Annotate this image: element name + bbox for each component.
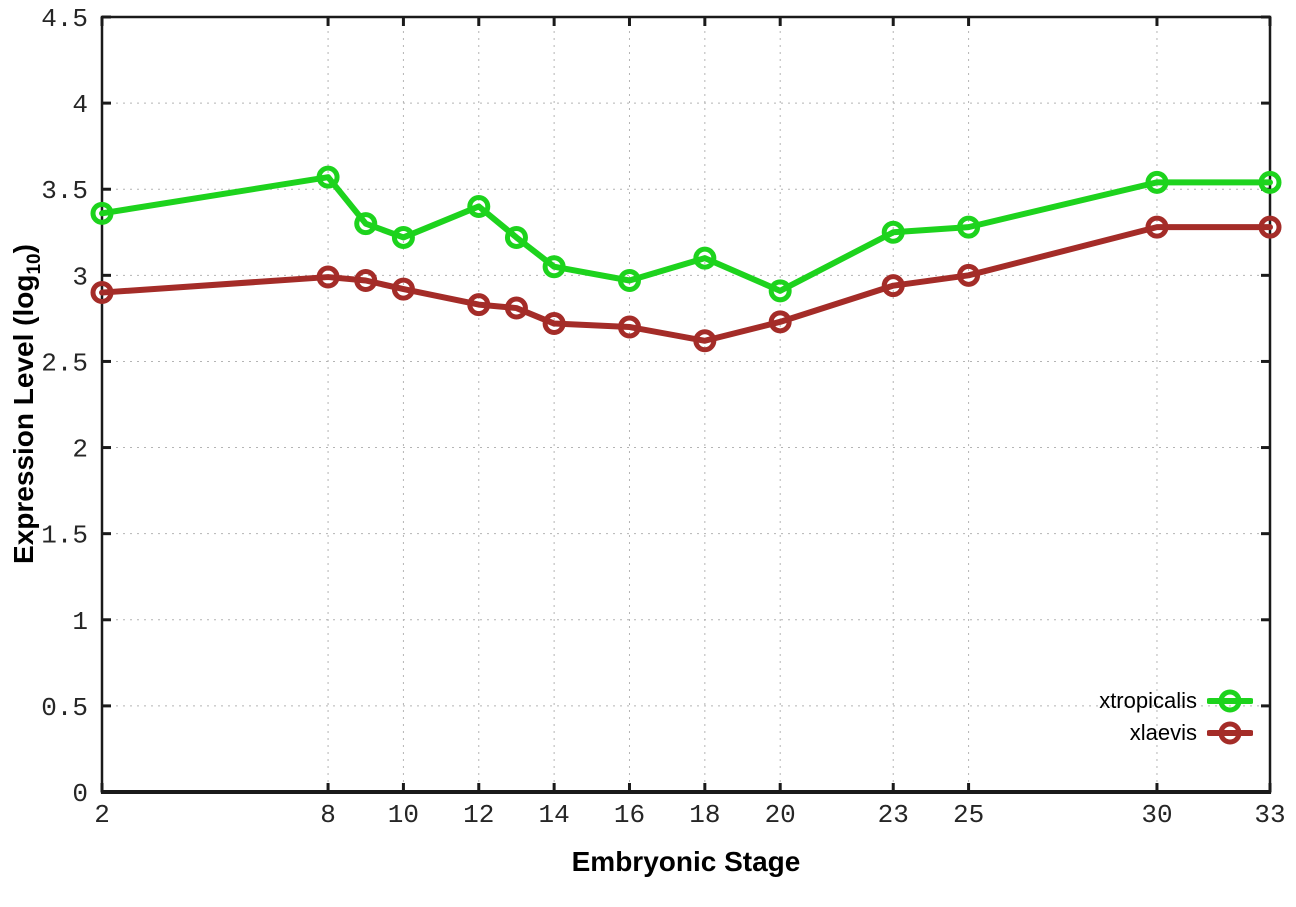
y-axis-title-subscript: 10	[23, 253, 45, 275]
svg-text:1.5: 1.5	[41, 521, 88, 551]
svg-text:12: 12	[463, 800, 494, 830]
svg-text:30: 30	[1141, 800, 1172, 830]
y-axis-title-close: )	[8, 244, 40, 254]
svg-text:0: 0	[72, 779, 88, 809]
svg-text:25: 25	[953, 800, 984, 830]
line-circle-marker-icon	[1207, 689, 1253, 713]
y-axis-title: Expression Level (log10)	[8, 244, 46, 564]
svg-text:23: 23	[878, 800, 909, 830]
legend-label-xtropicalis: xtropicalis	[1099, 688, 1197, 713]
legend-item-xlaevis: xlaevis	[1099, 717, 1253, 749]
legend-item-xtropicalis: xtropicalis	[1099, 685, 1253, 717]
svg-text:10: 10	[388, 800, 419, 830]
svg-text:2.5: 2.5	[41, 348, 88, 378]
svg-text:20: 20	[765, 800, 796, 830]
svg-text:4: 4	[72, 90, 88, 120]
svg-text:3.5: 3.5	[41, 176, 88, 206]
svg-text:8: 8	[320, 800, 336, 830]
svg-text:2: 2	[72, 435, 88, 465]
svg-text:4.5: 4.5	[41, 4, 88, 34]
legend: xtropicalis xlaevis	[1099, 685, 1253, 749]
legend-label-xlaevis: xlaevis	[1129, 720, 1197, 745]
svg-text:0.5: 0.5	[41, 693, 88, 723]
svg-text:14: 14	[539, 800, 570, 830]
svg-text:2: 2	[94, 800, 110, 830]
svg-text:33: 33	[1254, 800, 1285, 830]
svg-text:3: 3	[72, 262, 88, 292]
svg-text:18: 18	[689, 800, 720, 830]
line-circle-marker-icon	[1207, 721, 1253, 745]
x-axis-title: Embryonic Stage	[571, 846, 801, 877]
svg-text:16: 16	[614, 800, 645, 830]
svg-text:1: 1	[72, 607, 88, 637]
y-axis-title-text: Expression Level (log	[8, 274, 40, 564]
